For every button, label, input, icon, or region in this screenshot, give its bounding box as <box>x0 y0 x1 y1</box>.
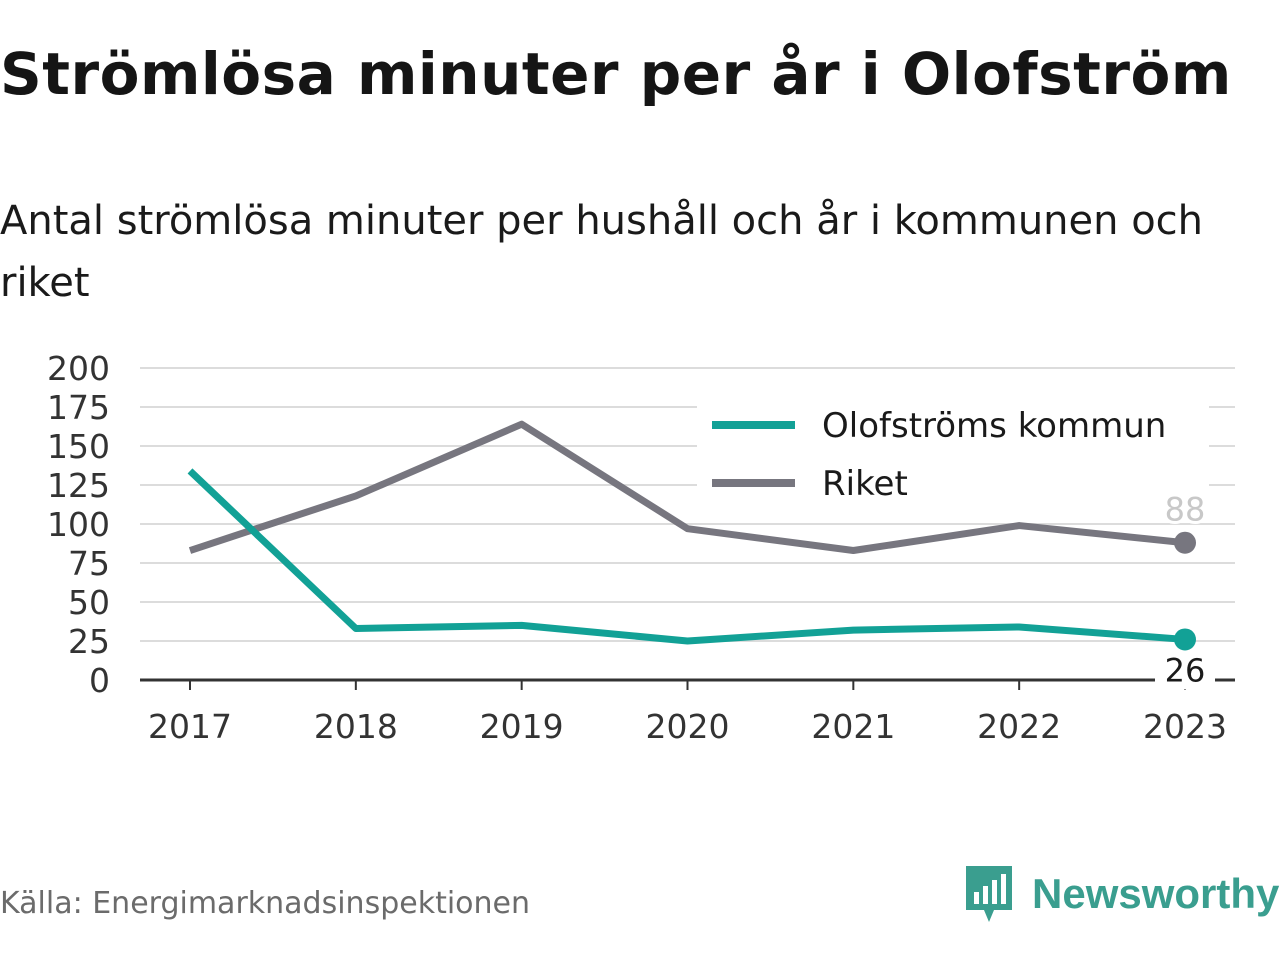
x-tick-label: 2020 <box>646 707 730 746</box>
end-point <box>1174 628 1196 651</box>
x-tick-label: 2018 <box>314 707 398 746</box>
end-value-label: 88 <box>1165 491 1206 529</box>
legend-label: Olofströms kommun <box>822 406 1166 446</box>
source-note: Källa: Energimarknadsinspektionen <box>0 886 531 921</box>
legend-box <box>697 398 1209 510</box>
y-tick-label: 25 <box>68 622 110 661</box>
chart-subtitle: Antal strömlösa minuter per hushåll och … <box>0 198 1204 306</box>
y-tick-label: 0 <box>89 661 110 700</box>
end-labels: 26 88 <box>1155 488 1215 690</box>
y-tick-label: 50 <box>68 583 110 622</box>
x-tick-label: 2021 <box>811 707 895 746</box>
y-tick-label: 150 <box>47 427 110 466</box>
end-value-label: 26 <box>1165 651 1206 689</box>
end-point <box>1174 531 1196 554</box>
y-tick-label: 175 <box>47 388 110 427</box>
chart-title: Strömlösa minuter per år i Olofström <box>0 40 1232 108</box>
y-tick-label: 125 <box>47 466 110 505</box>
newsworthy-logo-icon <box>966 866 1012 922</box>
x-tick-label: 2023 <box>1143 707 1227 746</box>
x-tick-label: 2017 <box>148 707 232 746</box>
y-tick-label: 100 <box>47 505 110 544</box>
brand-name: Newsworthy <box>1032 870 1280 917</box>
x-tick-label: 2019 <box>480 707 564 746</box>
brand-logo[interactable]: Newsworthy <box>964 862 1279 926</box>
label-halo <box>1155 651 1215 690</box>
series-line <box>187 468 1186 645</box>
x-tick-label: 2022 <box>977 707 1061 746</box>
legend: Olofströms kommun Riket <box>697 398 1209 510</box>
legend-label: Riket <box>822 464 908 504</box>
series-lines <box>187 420 1196 651</box>
series-line <box>188 420 1186 555</box>
x-axis: 2017 2018 2019 2020 2021 2022 2023 <box>140 678 1235 746</box>
y-tick-label: 200 <box>47 349 110 388</box>
y-tick-label: 75 <box>68 544 110 583</box>
